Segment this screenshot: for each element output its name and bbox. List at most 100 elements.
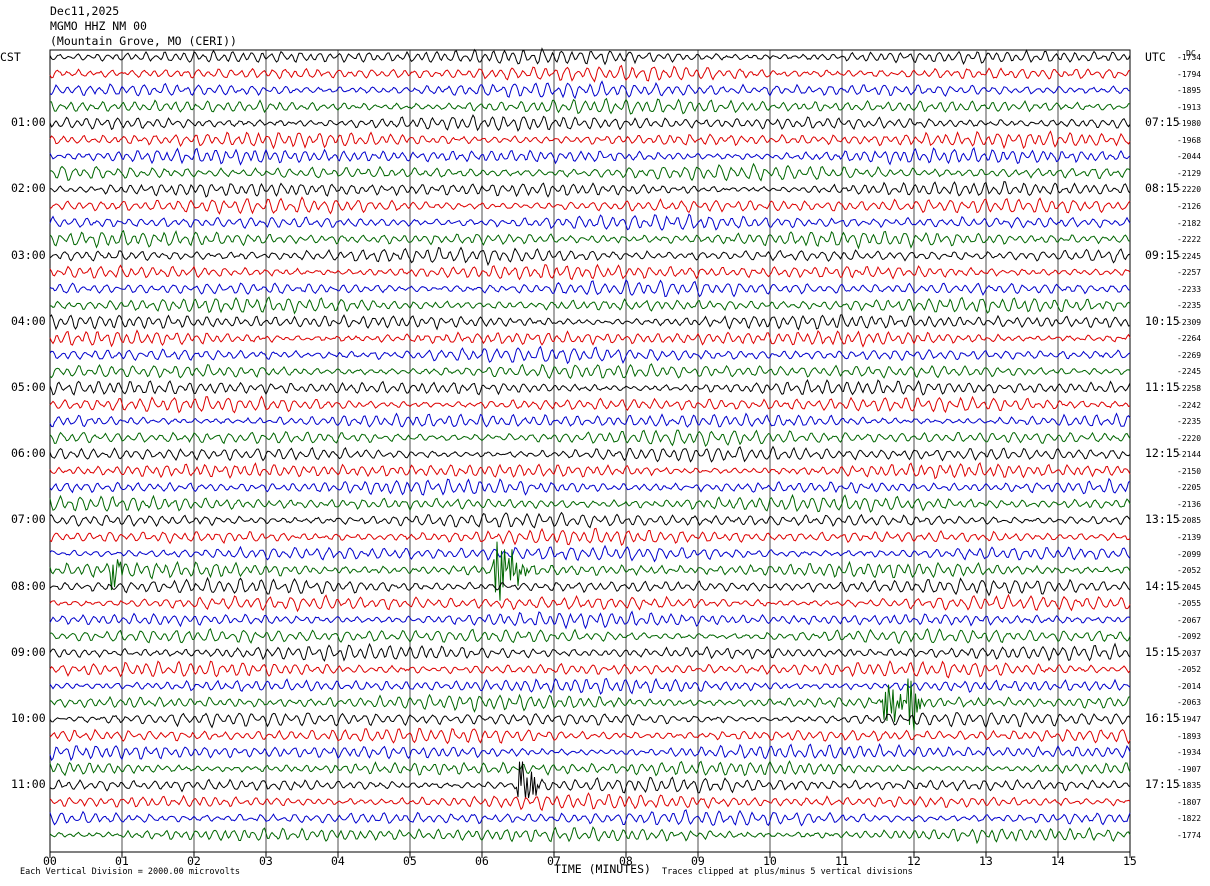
left-hour-label: 08:00	[11, 578, 46, 593]
x-tick-label: 06	[475, 854, 489, 868]
left-timezone-label: CST	[0, 50, 21, 64]
x-tick-label: 07	[547, 854, 561, 868]
dc-offset-label: -1807	[1177, 797, 1202, 807]
seismic-trace	[49, 712, 1131, 729]
dc-offset-label: -2264	[1177, 334, 1202, 344]
right-hour-label: 15:15	[1145, 644, 1180, 659]
dc-offset-label: -1794	[1177, 69, 1202, 79]
x-axis-label: TIME (MINUTES)	[554, 862, 651, 876]
x-tick-label: 13	[979, 854, 993, 868]
x-tick-label: 08	[619, 854, 633, 868]
seismic-trace	[49, 379, 1131, 396]
dc-offset-label: -2085	[1177, 516, 1202, 526]
seismic-trace	[49, 130, 1131, 150]
right-hour-label: 17:15	[1145, 777, 1180, 792]
left-hour-label: 04:00	[11, 313, 46, 328]
dc-offset-label: -1893	[1177, 731, 1202, 741]
seismic-trace	[49, 727, 1131, 745]
seismic-trace	[49, 760, 1131, 777]
right-hour-label: 13:15	[1145, 512, 1180, 527]
x-tick-label: 00	[43, 854, 57, 868]
dc-offset-label: -2233	[1177, 284, 1202, 294]
seismic-trace	[49, 64, 1131, 83]
dc-offset-label: -2269	[1177, 350, 1202, 360]
dc-offset-label: -2245	[1177, 367, 1202, 377]
dc-offset-label: -2258	[1177, 384, 1202, 393]
seismic-trace	[49, 627, 1131, 645]
seismic-trace	[49, 445, 1131, 463]
x-tick-label: 02	[187, 854, 201, 868]
dc-offset-label: -1835	[1177, 781, 1202, 791]
dc-offset-label: -2245	[1177, 251, 1202, 261]
dc-offset-label: -2222	[1177, 235, 1202, 245]
seismic-trace	[49, 229, 1131, 250]
location-label: (Mountain Grove, MO (CERI))	[50, 34, 237, 48]
right-timezone-label: UTC	[1145, 50, 1166, 64]
x-tick-label: 14	[1051, 854, 1065, 868]
dc-header-label: DC	[1186, 49, 1196, 58]
seismic-trace	[49, 147, 1131, 166]
seismic-trace	[49, 263, 1131, 281]
seismic-trace	[49, 329, 1131, 348]
left-hour-label: 06:00	[11, 446, 46, 461]
seismic-trace	[49, 314, 1131, 331]
right-hour-label: 12:15	[1145, 446, 1180, 461]
dc-offset-label: -2144	[1177, 450, 1202, 460]
left-hour-label: 05:00	[11, 380, 46, 394]
dc-offset-label: -2205	[1177, 483, 1202, 493]
seismic-trace	[49, 660, 1131, 679]
x-tick-label: 04	[331, 854, 345, 868]
seismic-trace	[49, 511, 1131, 529]
dc-offset-label: -1980	[1177, 119, 1202, 129]
seismic-trace	[49, 114, 1131, 132]
seismic-trace	[49, 792, 1131, 812]
seismic-trace	[49, 527, 1131, 547]
seismic-trace	[49, 593, 1131, 613]
seismic-trace	[49, 80, 1131, 100]
x-tick-label: 05	[403, 854, 417, 868]
dc-offset-label: -1968	[1177, 135, 1202, 145]
station-label: MGMO HHZ NM 00	[50, 19, 147, 33]
x-tick-label: 09	[691, 854, 705, 868]
seismic-trace	[49, 181, 1131, 198]
dc-offset-label: -2129	[1177, 168, 1202, 178]
dc-offset-label: -2235	[1177, 301, 1202, 311]
dc-offset-label: -2067	[1177, 615, 1202, 625]
seismic-trace	[49, 493, 1131, 513]
right-hour-label: 11:15	[1145, 380, 1180, 394]
seismic-trace	[49, 429, 1131, 448]
seismic-trace	[49, 826, 1131, 845]
dc-offset-label: -2136	[1177, 499, 1202, 509]
seismic-trace	[49, 246, 1131, 267]
left-hour-label: 07:00	[11, 512, 46, 527]
left-hour-label: 11:00	[11, 777, 46, 792]
seismic-trace	[49, 544, 1131, 563]
dc-offset-label: -2014	[1177, 681, 1202, 691]
seismic-trace	[49, 412, 1131, 428]
dc-offset-label: -2044	[1177, 152, 1202, 162]
right-hour-label: 07:15	[1145, 115, 1180, 130]
dc-offset-label: -2052	[1177, 566, 1202, 576]
seismic-trace	[49, 677, 1131, 695]
seismic-trace	[49, 462, 1131, 480]
dc-offset-label: -2182	[1177, 218, 1202, 228]
seismic-trace	[49, 363, 1131, 380]
seismic-trace	[49, 743, 1131, 762]
dc-offset-label: -2099	[1177, 549, 1202, 559]
dc-offset-label: -2257	[1177, 268, 1202, 278]
right-hour-label: 14:15	[1145, 578, 1180, 593]
seismic-trace	[49, 345, 1131, 365]
dc-offset-label: -2063	[1177, 698, 1202, 708]
seismic-trace	[50, 97, 1130, 115]
dc-offset-label: -1907	[1177, 764, 1202, 774]
seismic-trace	[49, 213, 1131, 231]
dc-offset-label: -2139	[1177, 532, 1202, 542]
dc-offset-label: -1822	[1177, 814, 1202, 824]
seismic-trace	[49, 809, 1131, 827]
x-tick-label: 03	[259, 854, 273, 868]
x-tick-label: 11	[835, 854, 849, 868]
dc-offset-label: -2220	[1177, 433, 1202, 443]
right-hour-label: 16:15	[1145, 711, 1180, 725]
seismic-trace	[49, 642, 1131, 662]
seismic-trace	[49, 477, 1131, 496]
